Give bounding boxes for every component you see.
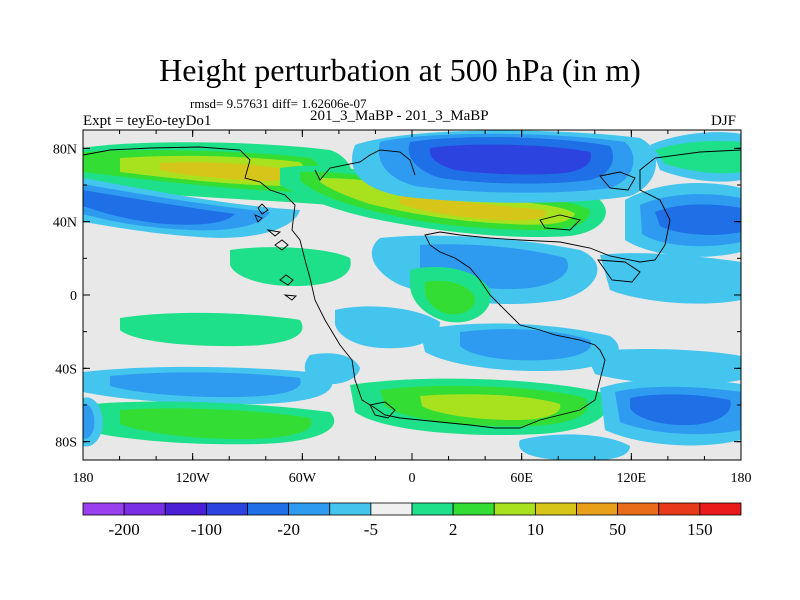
lon-tick-label: 180 [73,471,94,486]
runs-label: 201_3_MaBP - 201_3_MaBP [310,108,489,124]
colorbar-label: -100 [191,520,222,539]
colorbar: -200 -100 -20 -5 2 10 50 150 [82,502,742,539]
map-axes: 80N 40N 0 40S 80S 180 120W 60W 0 60E 120E 180 [53,130,752,486]
colorbar-label: -200 [109,520,140,539]
lat-tick-label: 0 [70,289,77,304]
colorbar-label: 50 [609,520,626,539]
lat-tick-label: 80S [55,436,77,451]
experiment-label: Expt = teyEo-teyDo1 [83,113,212,129]
stats-label: rmsd= 9.57631 diff= 1.62606e-07 [190,96,367,111]
lon-tick-label: 120W [176,471,211,486]
lon-tick-label: 0 [409,471,416,486]
lat-tick-label: 80N [53,142,77,157]
lon-tick-label: 180 [731,471,752,486]
colorbar-swatch [452,502,495,516]
colorbar-swatch [576,502,619,516]
colorbar-swatch [534,502,577,516]
colorbar-swatch [164,502,207,516]
contour-fields [83,130,741,460]
colorbar-label: -5 [364,520,378,539]
positive-anomaly-north [83,142,606,238]
colorbar-swatch [329,502,372,516]
colorbar-swatch [82,502,125,516]
colorbar-swatch [699,502,742,516]
lat-tick-label: 40S [55,362,77,377]
tropical-anomalies [120,235,741,385]
lon-tick-label: 60W [289,471,317,486]
colorbar-label: -20 [277,520,300,539]
colorbar-swatch [123,502,166,516]
lon-tick-label: 60E [510,471,533,486]
colorbar-swatch [370,502,413,516]
season-label: DJF [711,113,737,129]
lon-tick-label: 120E [617,471,647,486]
colorbar-label: 150 [687,520,713,539]
colorbar-swatch [205,502,248,516]
coastlines [83,146,741,429]
colorbar-label: 10 [527,520,544,539]
colorbar-label: 2 [449,520,458,539]
colorbar-swatch [288,502,331,516]
southern-anomalies [83,349,741,460]
negative-anomaly-north [83,130,741,257]
map-panel [82,129,742,461]
colorbar-swatch [411,502,454,516]
plot-title: Height perturbation at 500 hPa (in m) [159,52,641,88]
colorbar-swatch [617,502,660,516]
colorbar-swatch [247,502,290,516]
colorbar-swatch [493,502,536,516]
lat-tick-label: 40N [53,216,77,231]
colorbar-swatch [658,502,701,516]
